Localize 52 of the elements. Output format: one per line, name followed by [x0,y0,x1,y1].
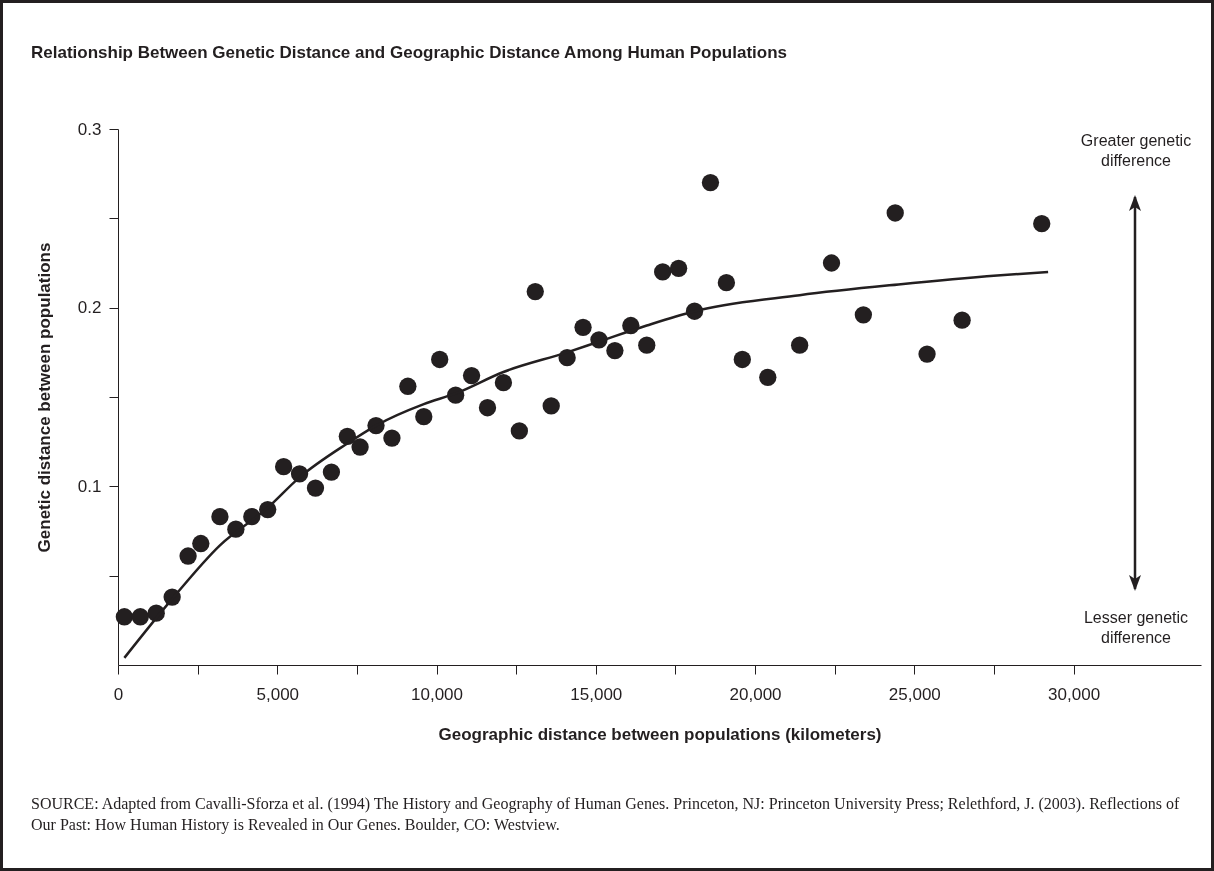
x-tick-label: 10,000 [411,684,464,704]
point [510,422,529,440]
x-tick-label: 25,000 [888,684,941,704]
point [415,408,433,426]
x-tick-label: 0 [113,684,124,704]
point [717,274,736,292]
point [822,254,841,272]
point [211,508,229,526]
x-tick-label: 30,000 [1048,684,1101,704]
point [431,350,449,369]
point [854,306,873,324]
point [179,547,197,565]
point [733,350,751,369]
point [494,374,513,392]
point [274,458,293,476]
point [462,366,481,385]
point [669,259,688,277]
point [918,345,936,363]
point [654,263,672,281]
point [115,608,134,626]
y-tick-label: 0.1 [77,476,102,496]
x-tick-label: 20,000 [729,684,782,704]
point [526,282,544,301]
point [759,368,777,386]
point [322,463,341,481]
y-tick-label: 0.2 [77,298,102,318]
point [790,336,809,354]
point [399,377,417,395]
point [574,318,592,336]
y-axis-title: Genetic distance between populations [34,242,54,553]
x-tick-label: 15,000 [570,684,623,704]
point [131,608,149,626]
point [638,336,656,354]
point [542,397,560,415]
point [886,204,904,222]
line-series [123,270,1050,660]
point [383,429,401,447]
point [953,311,971,329]
point [478,399,497,417]
chart-title: Relationship Between Genetic Distance and Geographic Distance Among Human Populations [31,43,788,63]
x-axis-title: Geographic distance between populations (kilometers) [438,724,882,744]
point [351,438,369,456]
point [701,173,720,192]
point [1033,215,1051,233]
annotation: Greater genetic difference [1079,131,1193,171]
point [192,534,210,553]
point [606,341,624,360]
x-tick-label: 5,000 [256,684,300,704]
point [306,479,325,497]
source-note: SOURCE: Adapted from Cavalli-Sforza et al. (1994) The History and Geography of Human Genes. Princeton, NJ: Princeton University Press; Relethford, J. (2003). Reflections of Our Past: How Human History is Revealed in Our Genes. Boulder, CO: Westview. [31,794,1181,835]
y-tick-label: 0.3 [77,119,102,139]
annotation: Lesser genetic difference [1082,608,1190,648]
